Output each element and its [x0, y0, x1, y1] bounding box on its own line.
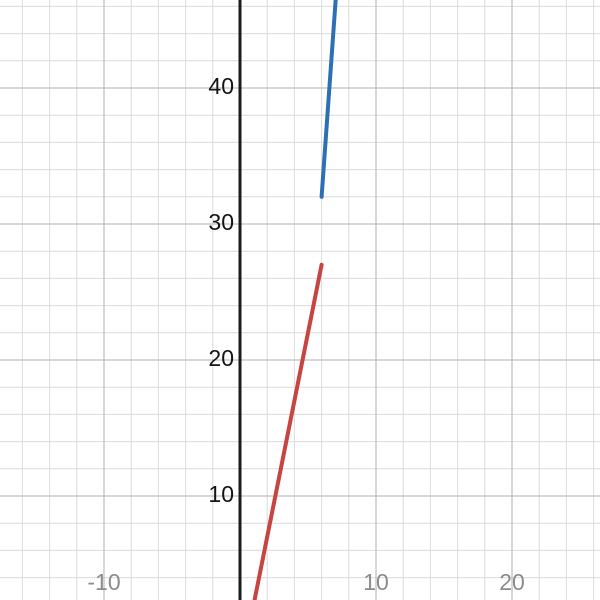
svg-text:20: 20 [499, 569, 525, 595]
svg-text:40: 40 [208, 73, 234, 99]
svg-text:20: 20 [208, 345, 234, 371]
svg-text:10: 10 [363, 569, 389, 595]
svg-text:10: 10 [208, 481, 234, 507]
svg-text:-10: -10 [87, 569, 120, 595]
svg-text:30: 30 [208, 209, 234, 235]
